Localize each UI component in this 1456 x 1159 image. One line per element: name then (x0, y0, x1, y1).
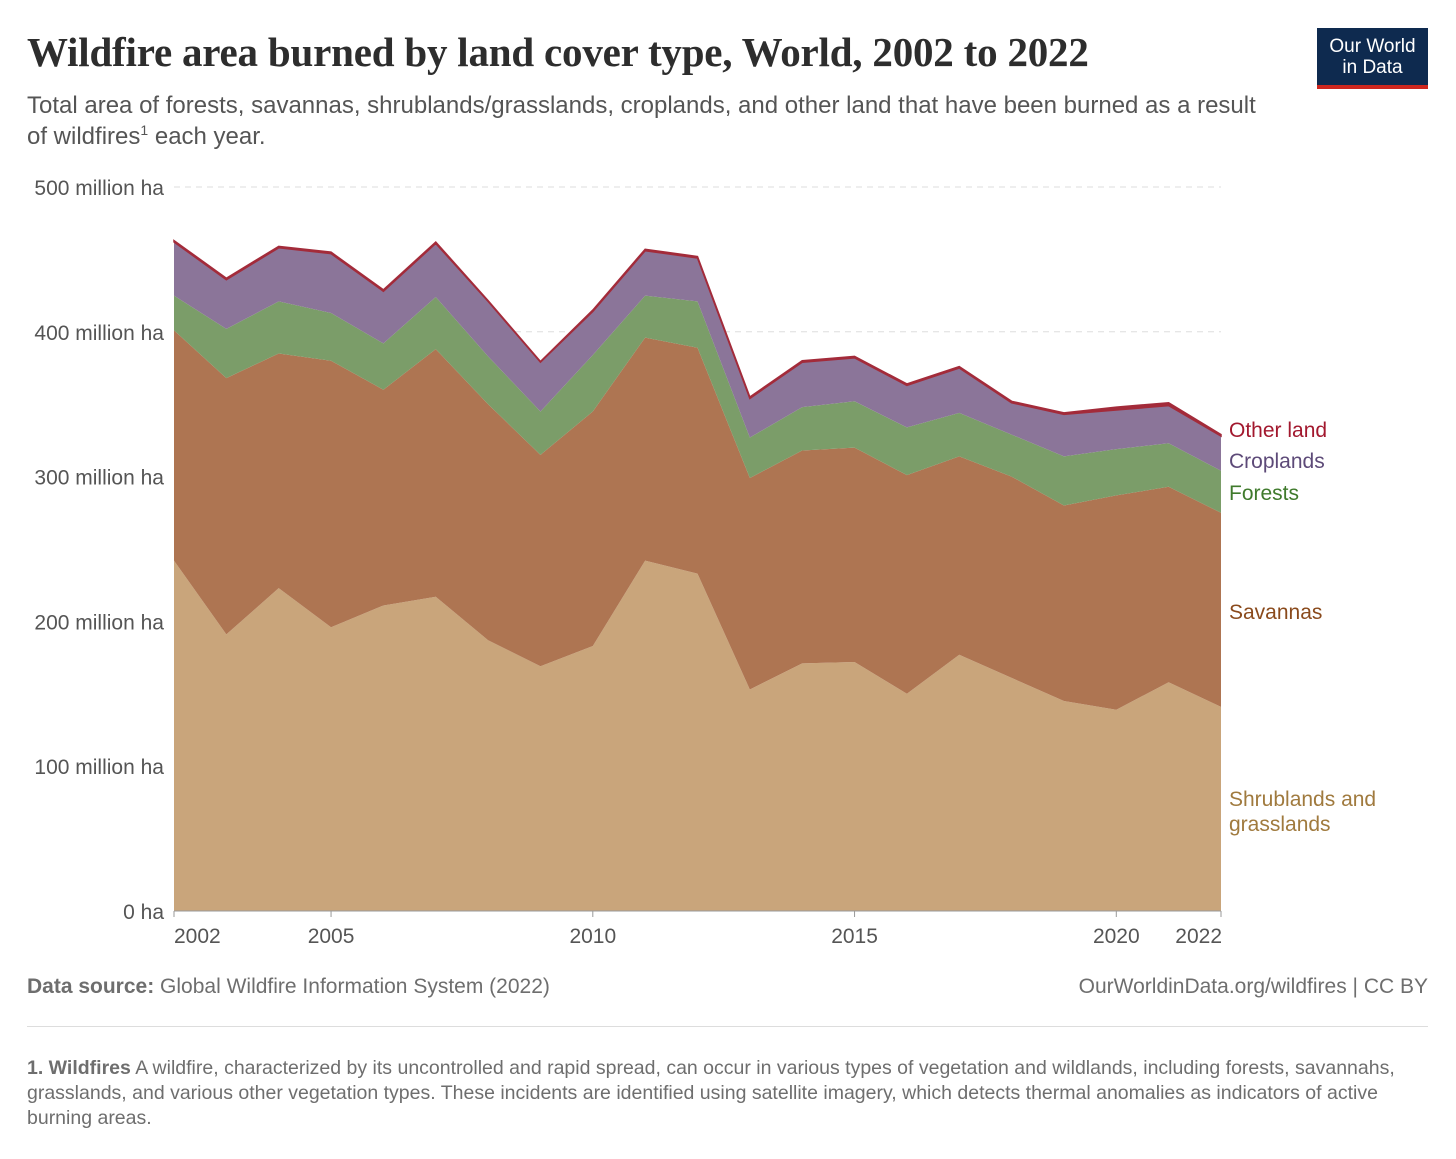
chart-subtitle: Total area of forests, savannas, shrubla… (27, 90, 1267, 152)
area-other-land (173, 239, 1222, 438)
area-savannas (174, 330, 1221, 710)
footnote-ref[interactable]: 1 (140, 122, 149, 138)
source-text: Global Wildfire Information System (2022… (154, 975, 550, 998)
y-tick-label: 100 million ha (34, 756, 164, 779)
x-tick-label: 2010 (569, 925, 616, 948)
footnote-text: A wildfire, characterized by its uncontr… (27, 1057, 1395, 1129)
x-tick-label: 2015 (831, 925, 878, 948)
x-tick-label: 2002 (174, 925, 221, 948)
y-tick-label: 0 ha (123, 901, 164, 924)
stacked-area-chart: 0 ha 100 million ha 200 million ha 300 mill… (34, 177, 1376, 948)
legend-label-forests: Forests (1229, 482, 1299, 505)
y-tick-label: 200 million ha (34, 611, 164, 634)
legend-label-shrublands-and-grasslands: Shrublands and grasslands (1229, 788, 1376, 836)
y-tick-label: 300 million ha (34, 467, 164, 490)
x-tick-label: 2020 (1093, 925, 1140, 948)
legend-label-other-land: Other land (1229, 419, 1327, 442)
y-tick-label: 400 million ha (34, 322, 164, 345)
legend-label-savannas: Savannas (1229, 601, 1322, 624)
footnote: 1. Wildfires A wildfire, characterized b… (27, 1056, 1417, 1131)
footnote-label: 1. Wildfires (27, 1057, 131, 1079)
data-source: Data source: Global Wildfire Information… (27, 975, 550, 999)
source-link[interactable]: OurWorldinData.org/wildfires | CC BY (1078, 975, 1428, 998)
area-croplands (174, 242, 1221, 471)
legend-label-croplands: Croplands (1229, 450, 1325, 473)
chart-title: Wildfire area burned by land cover type,… (27, 29, 1089, 75)
subtitle-text: Total area of forests, savannas, shrubla… (27, 92, 1256, 150)
area-shrublands-and-grasslands (174, 560, 1221, 911)
x-tick-label: 2005 (308, 925, 355, 948)
owid-logo[interactable]: Our World in Data (1317, 28, 1428, 89)
subtitle-end: each year. (148, 123, 266, 150)
y-tick-label: 500 million ha (34, 177, 164, 200)
source-label: Data source: (27, 975, 155, 998)
x-tick-label: 2022 (1175, 925, 1222, 948)
divider (27, 1026, 1428, 1027)
area-forests (174, 295, 1221, 513)
